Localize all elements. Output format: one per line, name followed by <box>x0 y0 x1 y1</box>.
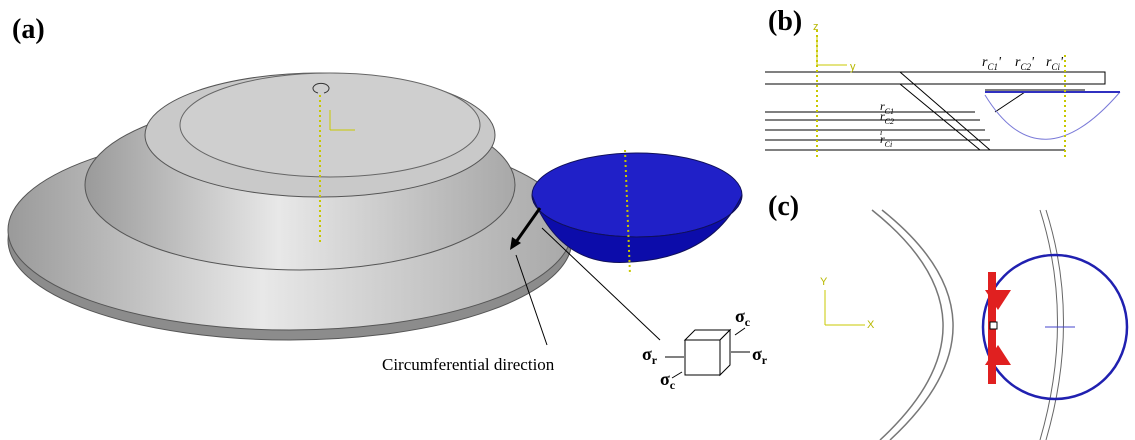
panel-label: (a) <box>12 14 45 45</box>
subscript: c <box>670 378 676 392</box>
subscript: C2 <box>885 117 894 126</box>
subscript: r <box>762 353 768 367</box>
symbol-label: rCi <box>880 132 892 149</box>
subscript: C2 <box>1020 62 1031 72</box>
subscript: C1 <box>987 62 998 72</box>
prime: ' <box>998 55 1002 70</box>
symbol-label: σr <box>642 344 658 367</box>
symbol: σ <box>752 344 762 364</box>
subscript: r <box>652 353 658 367</box>
symbol-label: rC1' <box>982 55 1002 72</box>
axis-label: z <box>813 21 819 33</box>
axis-label: y <box>850 61 856 73</box>
symbol-label: rC2' <box>1015 55 1035 72</box>
symbol-label: σr <box>752 344 768 367</box>
symbol: σ <box>660 369 670 389</box>
panel-c: Y X (c) <box>768 191 1127 440</box>
symbol: σ <box>642 344 652 364</box>
subscript: c <box>745 315 751 329</box>
symbol-label: rCi' <box>1046 55 1064 72</box>
axis-label: Y <box>820 276 828 288</box>
subscript: Ci <box>885 140 893 149</box>
symbol-label: σc <box>735 306 751 329</box>
figure: (a) Circumferential direction σcσrσrσc z… <box>0 0 1135 440</box>
subscript: C1 <box>885 107 894 116</box>
axis-label: X <box>867 319 875 331</box>
annotation: Circumferential direction <box>382 355 555 374</box>
prime: ' <box>1060 55 1064 70</box>
panel-label: (c) <box>768 191 799 222</box>
panel-label: (b) <box>768 6 802 37</box>
symbol: σ <box>735 306 745 326</box>
prime: ' <box>1031 55 1035 70</box>
symbol-label: σc <box>660 369 676 392</box>
